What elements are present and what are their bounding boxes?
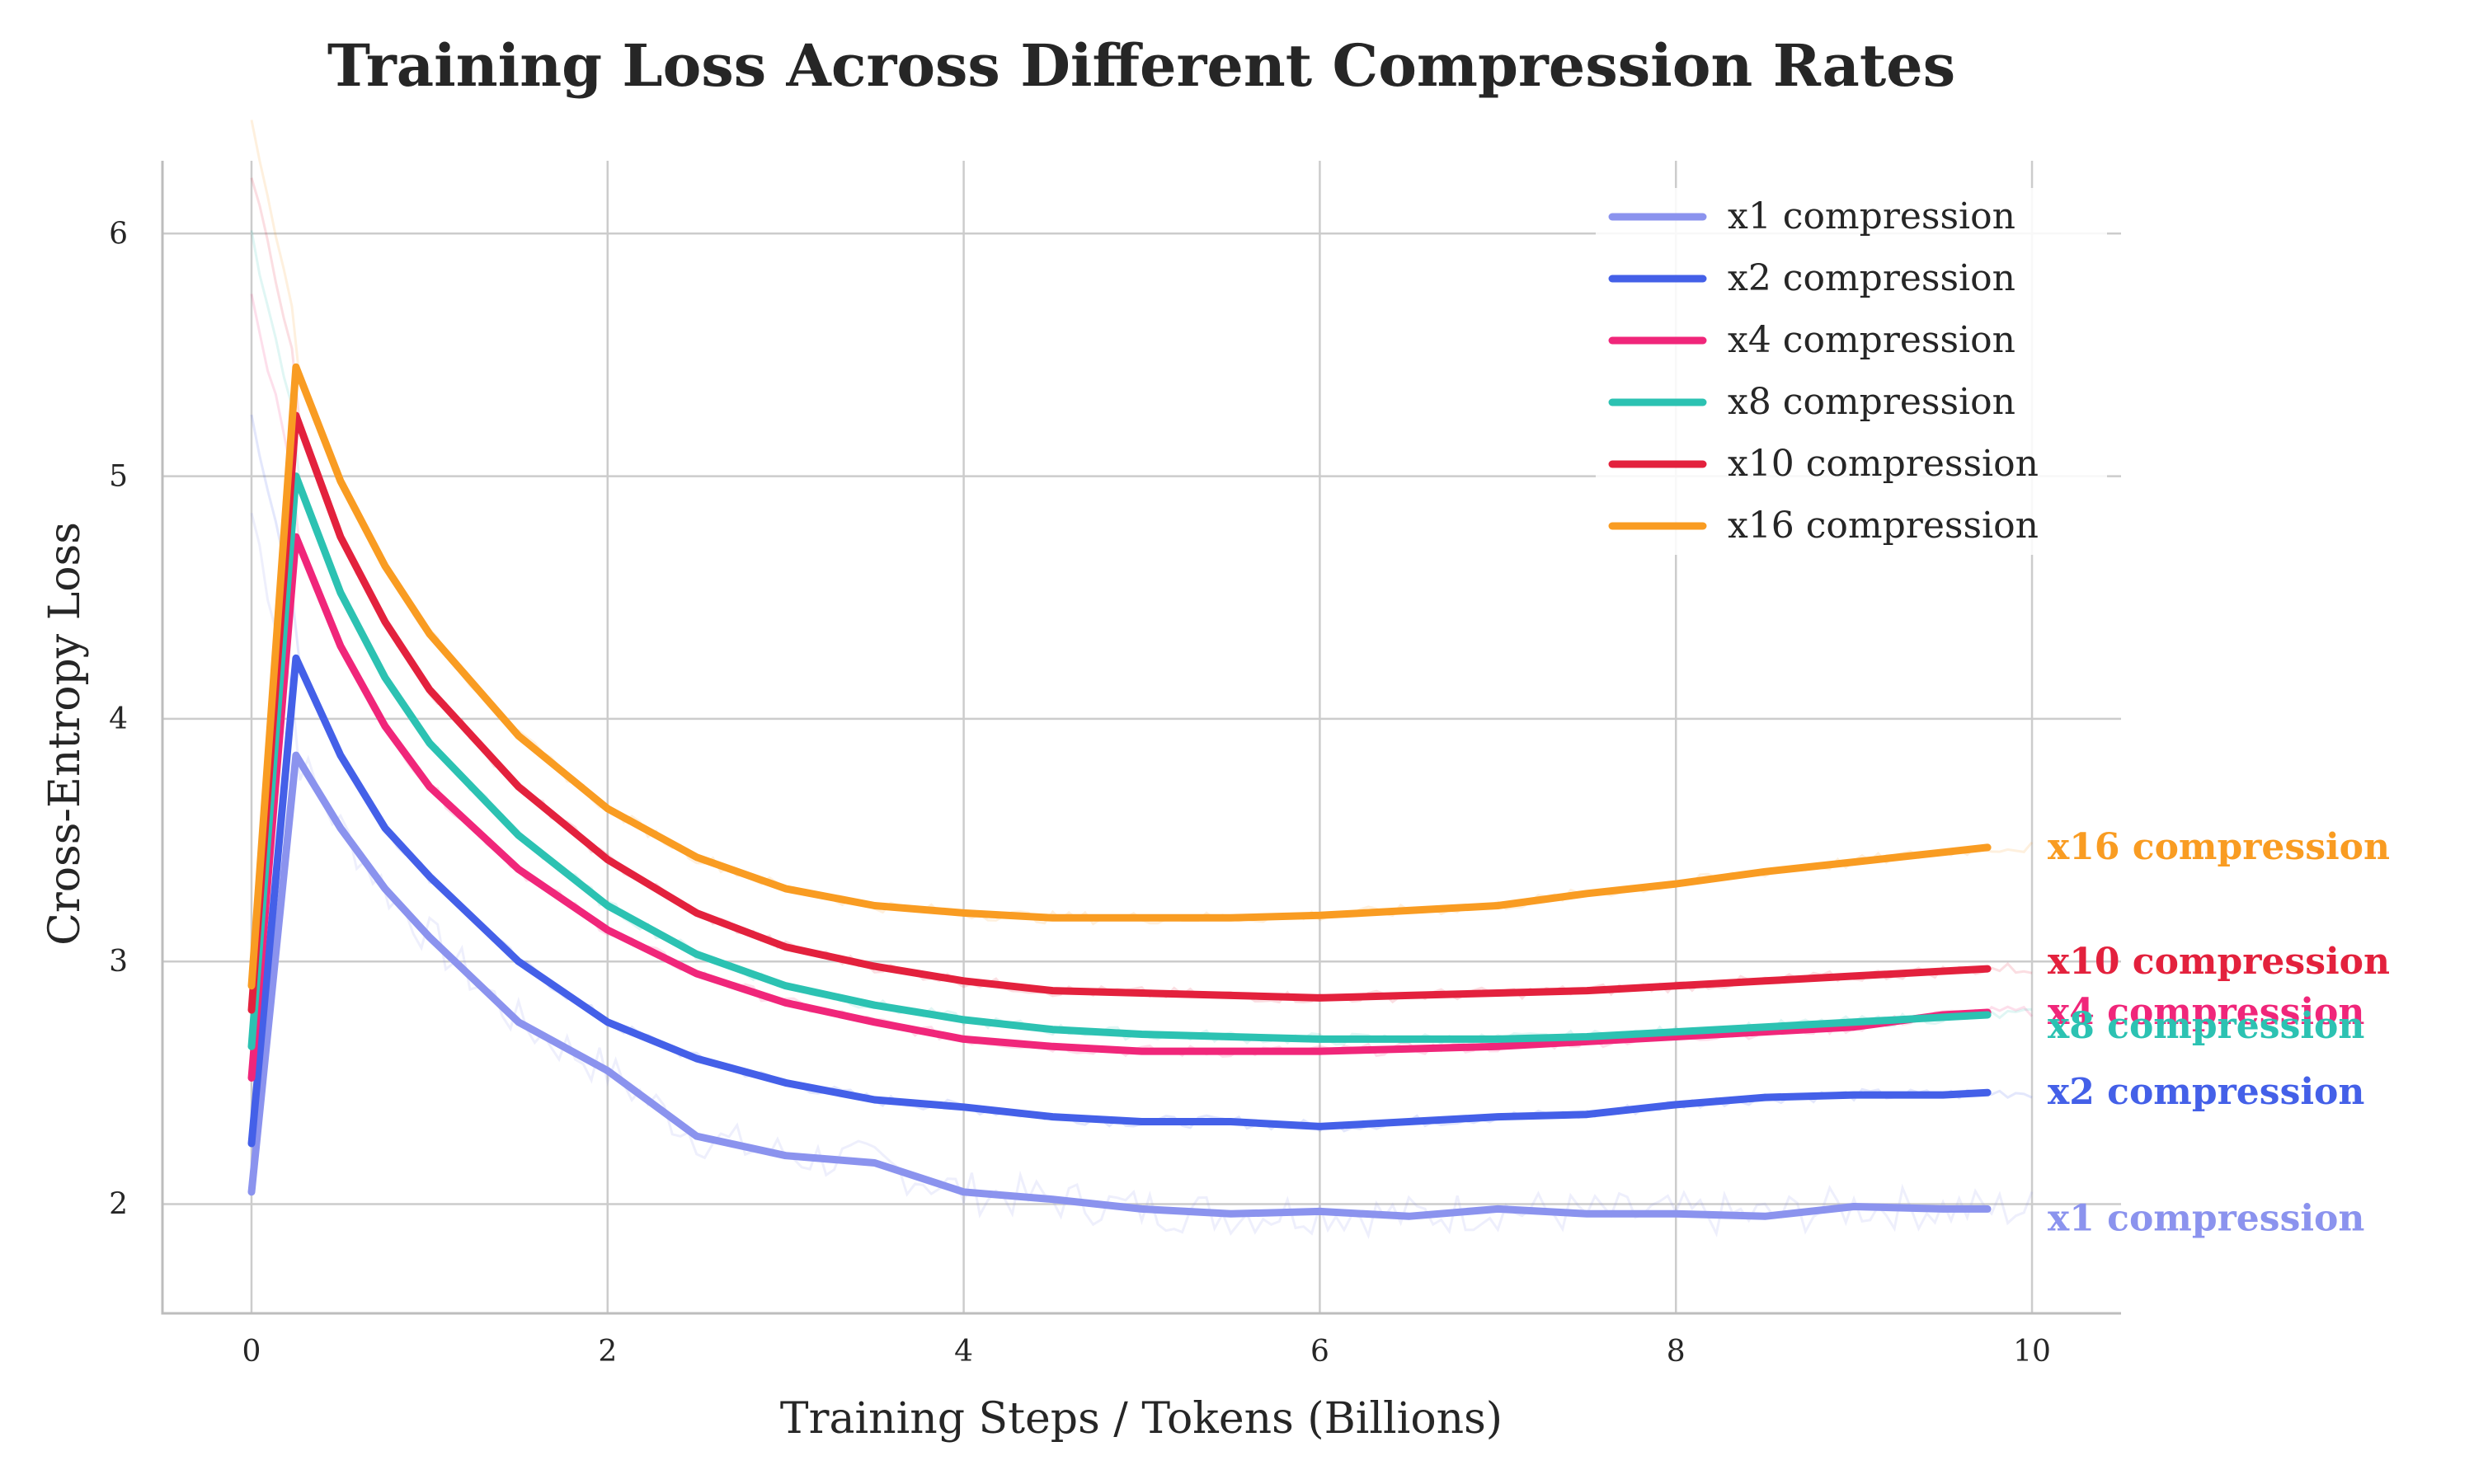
end-labels: x1 compression x2 compression x4 compressi… [2048, 826, 2390, 1240]
series-line-x10-compression [247, 411, 1992, 1014]
x-tick-label: 6 [1310, 1335, 1329, 1369]
y-tick-label: 3 [109, 945, 128, 979]
x-tick-label: 4 [954, 1335, 973, 1369]
legend-label: x4 compression [1728, 319, 2015, 361]
series-line-x2-compression [247, 654, 1992, 1148]
series-line-x4-compression [247, 533, 1992, 1082]
end-label: x2 compression [2048, 1071, 2364, 1113]
end-label: x16 compression [2048, 826, 2390, 868]
legend: x1 compression x2 compression x4 compressi… [1596, 188, 2107, 555]
legend-label: x8 compression [1728, 381, 2015, 423]
series-lines [247, 363, 1992, 1220]
x-axis-label: Training Steps / Tokens (Billions) [780, 1394, 1503, 1444]
legend-box [1596, 188, 2107, 555]
y-axis-label: Cross-Entropy Loss [40, 522, 90, 946]
series-line-x8-compression [247, 472, 1992, 1050]
y-tick-label: 5 [109, 460, 128, 494]
x-tick-label: 8 [1667, 1335, 1686, 1369]
series-line-x16-compression [247, 363, 1992, 990]
x-tick-label: 0 [242, 1335, 261, 1369]
y-tick-label: 2 [109, 1188, 128, 1222]
y-tick-label: 6 [109, 217, 128, 251]
legend-label: x1 compression [1728, 195, 2015, 237]
raw-trace-x1-compression [250, 512, 2034, 1240]
end-label: x10 compression [2048, 941, 2390, 983]
x-tick-label: 10 [2013, 1335, 2051, 1369]
legend-label: x2 compression [1728, 257, 2015, 299]
end-label: x1 compression [2048, 1197, 2364, 1239]
axes: 0 2 4 6 8 10 2 3 4 5 6 [109, 161, 2121, 1369]
legend-label: x10 compression [1728, 443, 2039, 485]
end-label: x4 compression [2048, 991, 2364, 1033]
x-tick-label: 2 [598, 1335, 617, 1369]
y-tick-label: 4 [109, 702, 128, 736]
chart-title: Training Loss Across Different Compressi… [327, 31, 1955, 100]
series-line-x1-compression [247, 751, 1992, 1220]
end-label: x8 compression [2048, 1005, 2364, 1047]
legend-label: x16 compression [1728, 505, 2039, 547]
axis-spines [161, 161, 2121, 1315]
